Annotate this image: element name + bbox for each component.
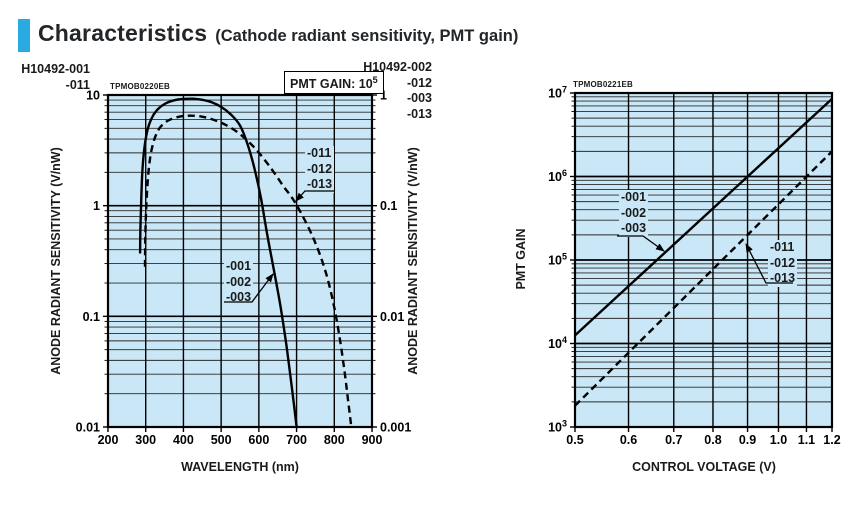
tick-label: 0.5 — [566, 433, 583, 447]
tick-label: 103 — [548, 419, 567, 435]
tick-label: 104 — [548, 335, 567, 351]
part-number-right: H10492-002 -012 -003 -013 — [363, 60, 432, 122]
page-title: Characteristics — [38, 20, 208, 46]
axis-tick-labels: 200 300 400 500 600 700 800 900 10 1 0.1 0.01 1 0.1 0.… — [76, 89, 412, 448]
plot-border — [106, 93, 374, 429]
tick-label: 700 — [286, 433, 307, 447]
left-chart-x-axis-title: WAVELENGTH (nm) — [181, 460, 299, 474]
dashed-series-curve — [574, 150, 833, 407]
part-number-line: -012 — [406, 75, 432, 90]
tick-label: 1.1 — [798, 433, 815, 447]
right-chart-x-axis-title: CONTROL VOLTAGE (V) — [632, 460, 776, 474]
left-chart-dashed-curve-label: -011 -012 -013 — [305, 146, 335, 193]
left-chart-solid-curve-label: -001 -002 -003 — [224, 259, 254, 306]
tick-label: 0.001 — [380, 421, 411, 435]
tick-label: 900 — [362, 433, 383, 447]
tick-label: 107 — [548, 85, 567, 101]
figure-code-left: TPMOB0220EB — [110, 82, 170, 91]
tick-label: 0.9 — [739, 433, 756, 447]
tick-label: 0.01 — [76, 421, 100, 435]
accent-bar — [18, 19, 30, 52]
section-header: Characteristics (Cathode radiant sensiti… — [38, 20, 518, 47]
part-number-line: -011 — [65, 77, 90, 92]
part-number-line: -003 — [406, 91, 432, 105]
gridlines — [571, 93, 832, 427]
part-number-line: H10492-001 — [21, 62, 90, 76]
tick-label: 800 — [324, 433, 345, 447]
tick-label: 0.1 — [380, 199, 397, 213]
tick-label: 1.0 — [770, 433, 787, 447]
tick-label: 600 — [248, 433, 269, 447]
tick-label: 200 — [98, 433, 119, 447]
tick-label: 105 — [548, 252, 567, 268]
tick-label: 106 — [548, 168, 567, 184]
tick-label: 0.8 — [704, 433, 721, 447]
tick-label: 500 — [211, 433, 232, 447]
dashed-series-curve — [143, 114, 353, 428]
tick-label: 0.6 — [620, 433, 637, 447]
pmt-gain-note: PMT GAIN: 105 — [284, 71, 384, 95]
tick-label: 0.01 — [380, 310, 404, 324]
tick-label: 0.1 — [83, 310, 100, 324]
tick-label: 1.2 — [823, 433, 840, 447]
plot-border — [573, 91, 834, 429]
part-number-left: H10492-001 -011 — [21, 62, 90, 93]
solid-series-curve — [574, 98, 833, 337]
tick-label: 1 — [93, 199, 100, 213]
part-number-line: H10492-002 — [363, 60, 432, 74]
tick-label: 1 — [380, 89, 387, 103]
tick-label: 10 — [86, 89, 100, 103]
figure-code-right: TPMOB0221EB — [573, 80, 633, 89]
right-chart-dashed-curve-label: -011 -012 -013 — [768, 240, 798, 287]
right-chart-solid-curve-label: -001 -002 -003 — [619, 190, 649, 237]
solid-series-curve — [138, 97, 298, 428]
tick-label: 0.7 — [665, 433, 682, 447]
tick-label: 400 — [173, 433, 194, 447]
page-subtitle: (Cathode radiant sensitivity, PMT gain) — [215, 27, 519, 45]
tick-label: 300 — [135, 433, 156, 447]
part-number-line: -013 — [406, 106, 432, 121]
